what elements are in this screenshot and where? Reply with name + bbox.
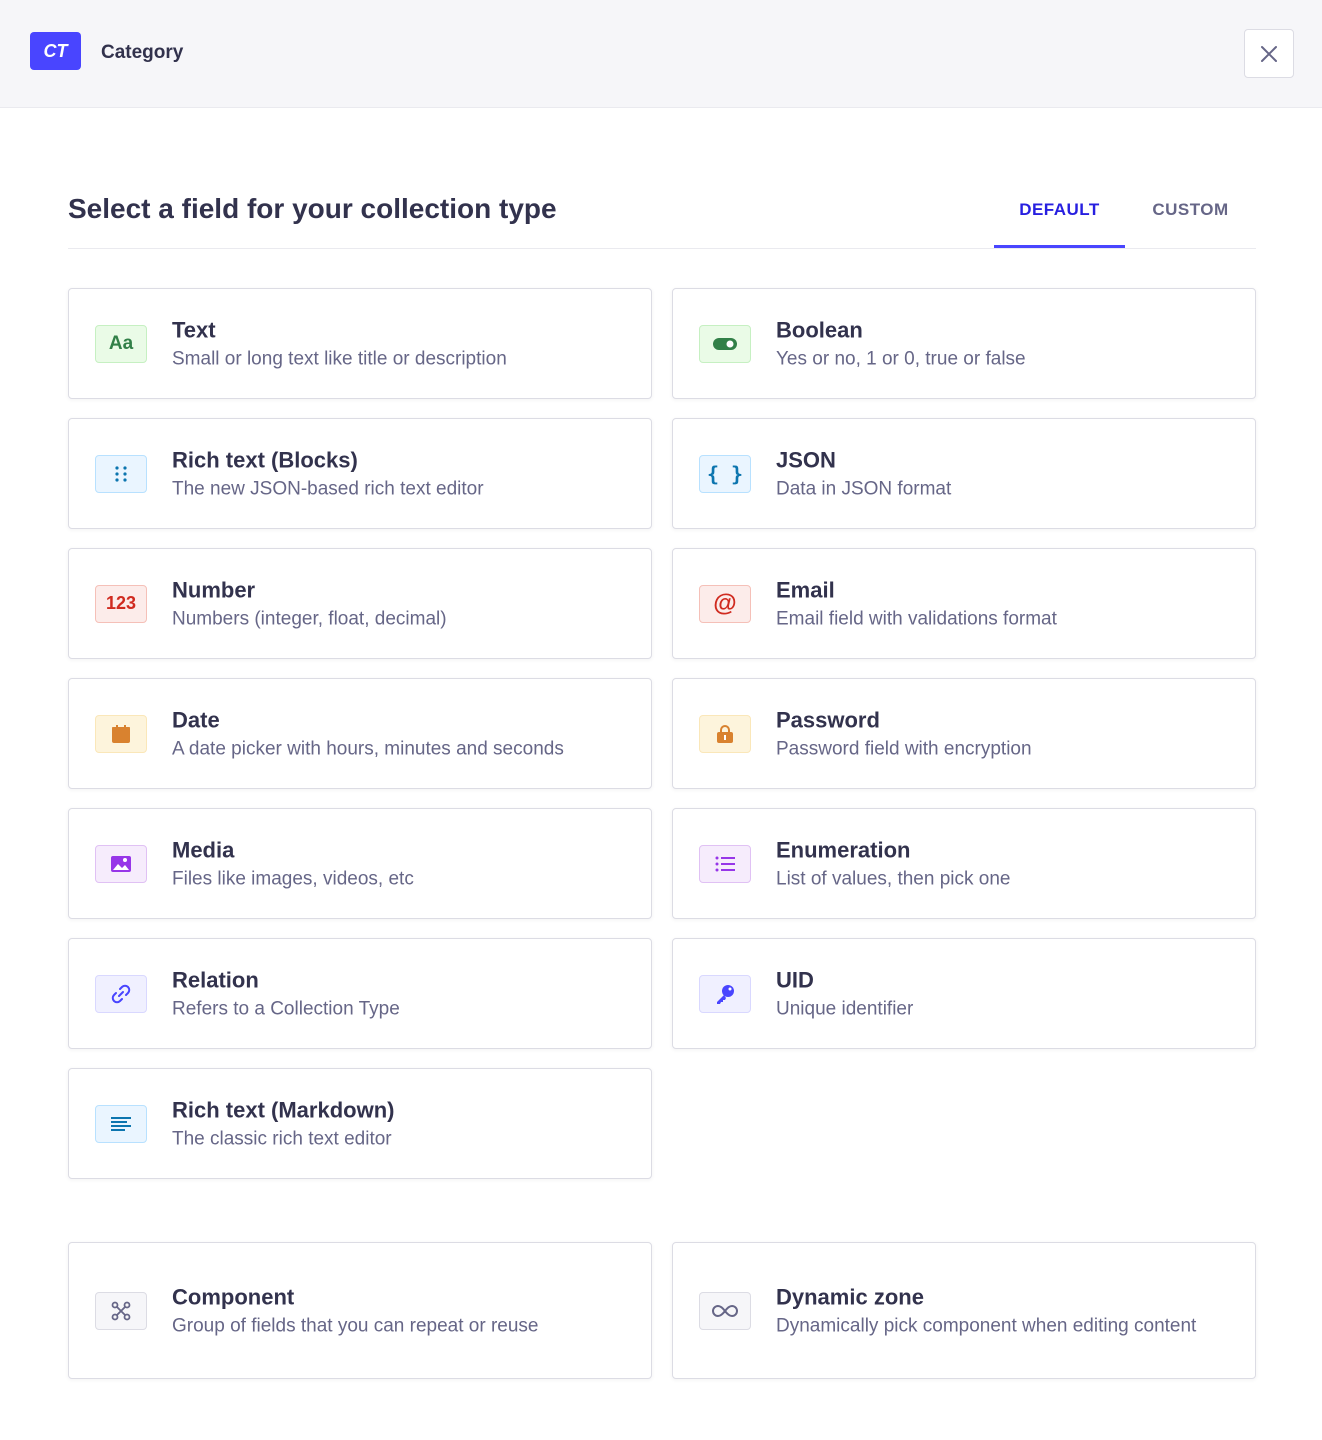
field-description: Email field with validations format bbox=[776, 608, 1057, 629]
field-text: Enumeration List of values, then pick on… bbox=[776, 836, 1236, 891]
field-description: List of values, then pick one bbox=[776, 868, 1011, 889]
modal-header: CT Category bbox=[0, 0, 1322, 108]
field-name: Rich text (Blocks) bbox=[172, 447, 358, 472]
field-text: Date A date picker with hours, minutes a… bbox=[172, 706, 632, 761]
close-button[interactable] bbox=[1244, 29, 1294, 78]
field-card-boolean[interactable]: Boolean Yes or no, 1 or 0, true or false bbox=[672, 288, 1256, 399]
field-name: Password bbox=[776, 707, 880, 732]
field-text: Component Group of fields that you can r… bbox=[172, 1283, 632, 1338]
field-card-json[interactable]: { } JSON Data in JSON format bbox=[672, 418, 1256, 529]
braces-icon: { } bbox=[699, 454, 751, 493]
field-name: Date bbox=[172, 707, 220, 732]
field-name: Enumeration bbox=[776, 837, 911, 862]
field-description: Password field with encryption bbox=[776, 738, 1032, 759]
calendar-icon bbox=[95, 714, 147, 753]
field-card-email[interactable]: @ Email Email field with validations for… bbox=[672, 548, 1256, 659]
field-text: Media Files like images, videos, etc bbox=[172, 836, 632, 891]
image-icon bbox=[95, 844, 147, 883]
field-text: UID Unique identifier bbox=[776, 966, 1236, 1021]
field-description: Small or long text like title or descrip… bbox=[172, 348, 507, 369]
field-card-number[interactable]: 123 Number Numbers (integer, float, deci… bbox=[68, 548, 652, 659]
field-description: Dynamically pick component when editing … bbox=[776, 1315, 1197, 1336]
field-name: Number bbox=[172, 577, 256, 602]
field-name: Dynamic zone bbox=[776, 1284, 924, 1309]
field-text: Relation Refers to a Collection Type bbox=[172, 966, 632, 1021]
link-icon bbox=[95, 974, 147, 1013]
paragraph-icon bbox=[95, 1104, 147, 1143]
field-description: Data in JSON format bbox=[776, 478, 952, 499]
field-card-component[interactable]: Component Group of fields that you can r… bbox=[68, 1242, 652, 1379]
field-text: JSON Data in JSON format bbox=[776, 446, 1236, 501]
field-name: UID bbox=[776, 967, 814, 992]
infinity-icon bbox=[699, 1291, 751, 1330]
field-description: Numbers (integer, float, decimal) bbox=[172, 608, 447, 629]
field-text: Email Email field with validations forma… bbox=[776, 576, 1236, 631]
field-text: Password Password field with encryption bbox=[776, 706, 1236, 761]
tab-default[interactable]: DEFAULT bbox=[994, 200, 1125, 248]
close-icon bbox=[1261, 45, 1277, 62]
field-card-password[interactable]: Password Password field with encryption bbox=[672, 678, 1256, 789]
field-name: JSON bbox=[776, 447, 836, 472]
field-name: Text bbox=[172, 317, 216, 342]
at-icon: @ bbox=[699, 584, 751, 623]
field-card-dynamic-zone[interactable]: Dynamic zone Dynamically pick component … bbox=[672, 1242, 1256, 1379]
component-icon bbox=[95, 1291, 147, 1330]
number-icon: 123 bbox=[95, 584, 147, 623]
field-name: Email bbox=[776, 577, 835, 602]
field-name: Boolean bbox=[776, 317, 863, 342]
toggle-icon bbox=[699, 324, 751, 363]
list-icon bbox=[699, 844, 751, 883]
field-name: Relation bbox=[172, 967, 259, 992]
field-card-text[interactable]: Aa Text Small or long text like title or… bbox=[68, 288, 652, 399]
field-card-media[interactable]: Media Files like images, videos, etc bbox=[68, 808, 652, 919]
field-description: A date picker with hours, minutes and se… bbox=[172, 738, 564, 759]
field-description: Group of fields that you can repeat or r… bbox=[172, 1315, 539, 1336]
field-text: Text Small or long text like title or de… bbox=[172, 316, 632, 371]
blocks-icon bbox=[95, 454, 147, 493]
field-description: Files like images, videos, etc bbox=[172, 868, 414, 889]
lock-icon bbox=[699, 714, 751, 753]
field-text: Dynamic zone Dynamically pick component … bbox=[776, 1283, 1236, 1338]
field-description: Refers to a Collection Type bbox=[172, 998, 400, 1019]
modal-title: Category bbox=[101, 42, 184, 63]
field-text: Rich text (Markdown) The classic rich te… bbox=[172, 1096, 632, 1151]
key-icon bbox=[699, 974, 751, 1013]
field-card-rich-text-blocks[interactable]: Rich text (Blocks) The new JSON-based ri… bbox=[68, 418, 652, 529]
field-card-date[interactable]: Date A date picker with hours, minutes a… bbox=[68, 678, 652, 789]
field-card-uid[interactable]: UID Unique identifier bbox=[672, 938, 1256, 1049]
tab-divider bbox=[68, 248, 1256, 249]
field-text: Boolean Yes or no, 1 or 0, true or false bbox=[776, 316, 1236, 371]
field-name: Component bbox=[172, 1284, 295, 1309]
field-name: Media bbox=[172, 837, 235, 862]
content-type-badge: CT bbox=[30, 32, 81, 70]
field-card-enumeration[interactable]: Enumeration List of values, then pick on… bbox=[672, 808, 1256, 919]
field-text: Rich text (Blocks) The new JSON-based ri… bbox=[172, 446, 632, 501]
text-icon: Aa bbox=[95, 324, 147, 363]
field-description: Unique identifier bbox=[776, 998, 914, 1019]
tab-custom[interactable]: CUSTOM bbox=[1152, 200, 1229, 219]
field-text: Number Numbers (integer, float, decimal) bbox=[172, 576, 632, 631]
field-description: Yes or no, 1 or 0, true or false bbox=[776, 348, 1026, 369]
field-card-rich-text-markdown[interactable]: Rich text (Markdown) The classic rich te… bbox=[68, 1068, 652, 1179]
field-card-relation[interactable]: Relation Refers to a Collection Type bbox=[68, 938, 652, 1049]
field-description: The classic rich text editor bbox=[172, 1128, 392, 1149]
field-description: The new JSON-based rich text editor bbox=[172, 478, 484, 499]
page-title: Select a field for your collection type bbox=[68, 193, 557, 224]
field-name: Rich text (Markdown) bbox=[172, 1097, 395, 1122]
